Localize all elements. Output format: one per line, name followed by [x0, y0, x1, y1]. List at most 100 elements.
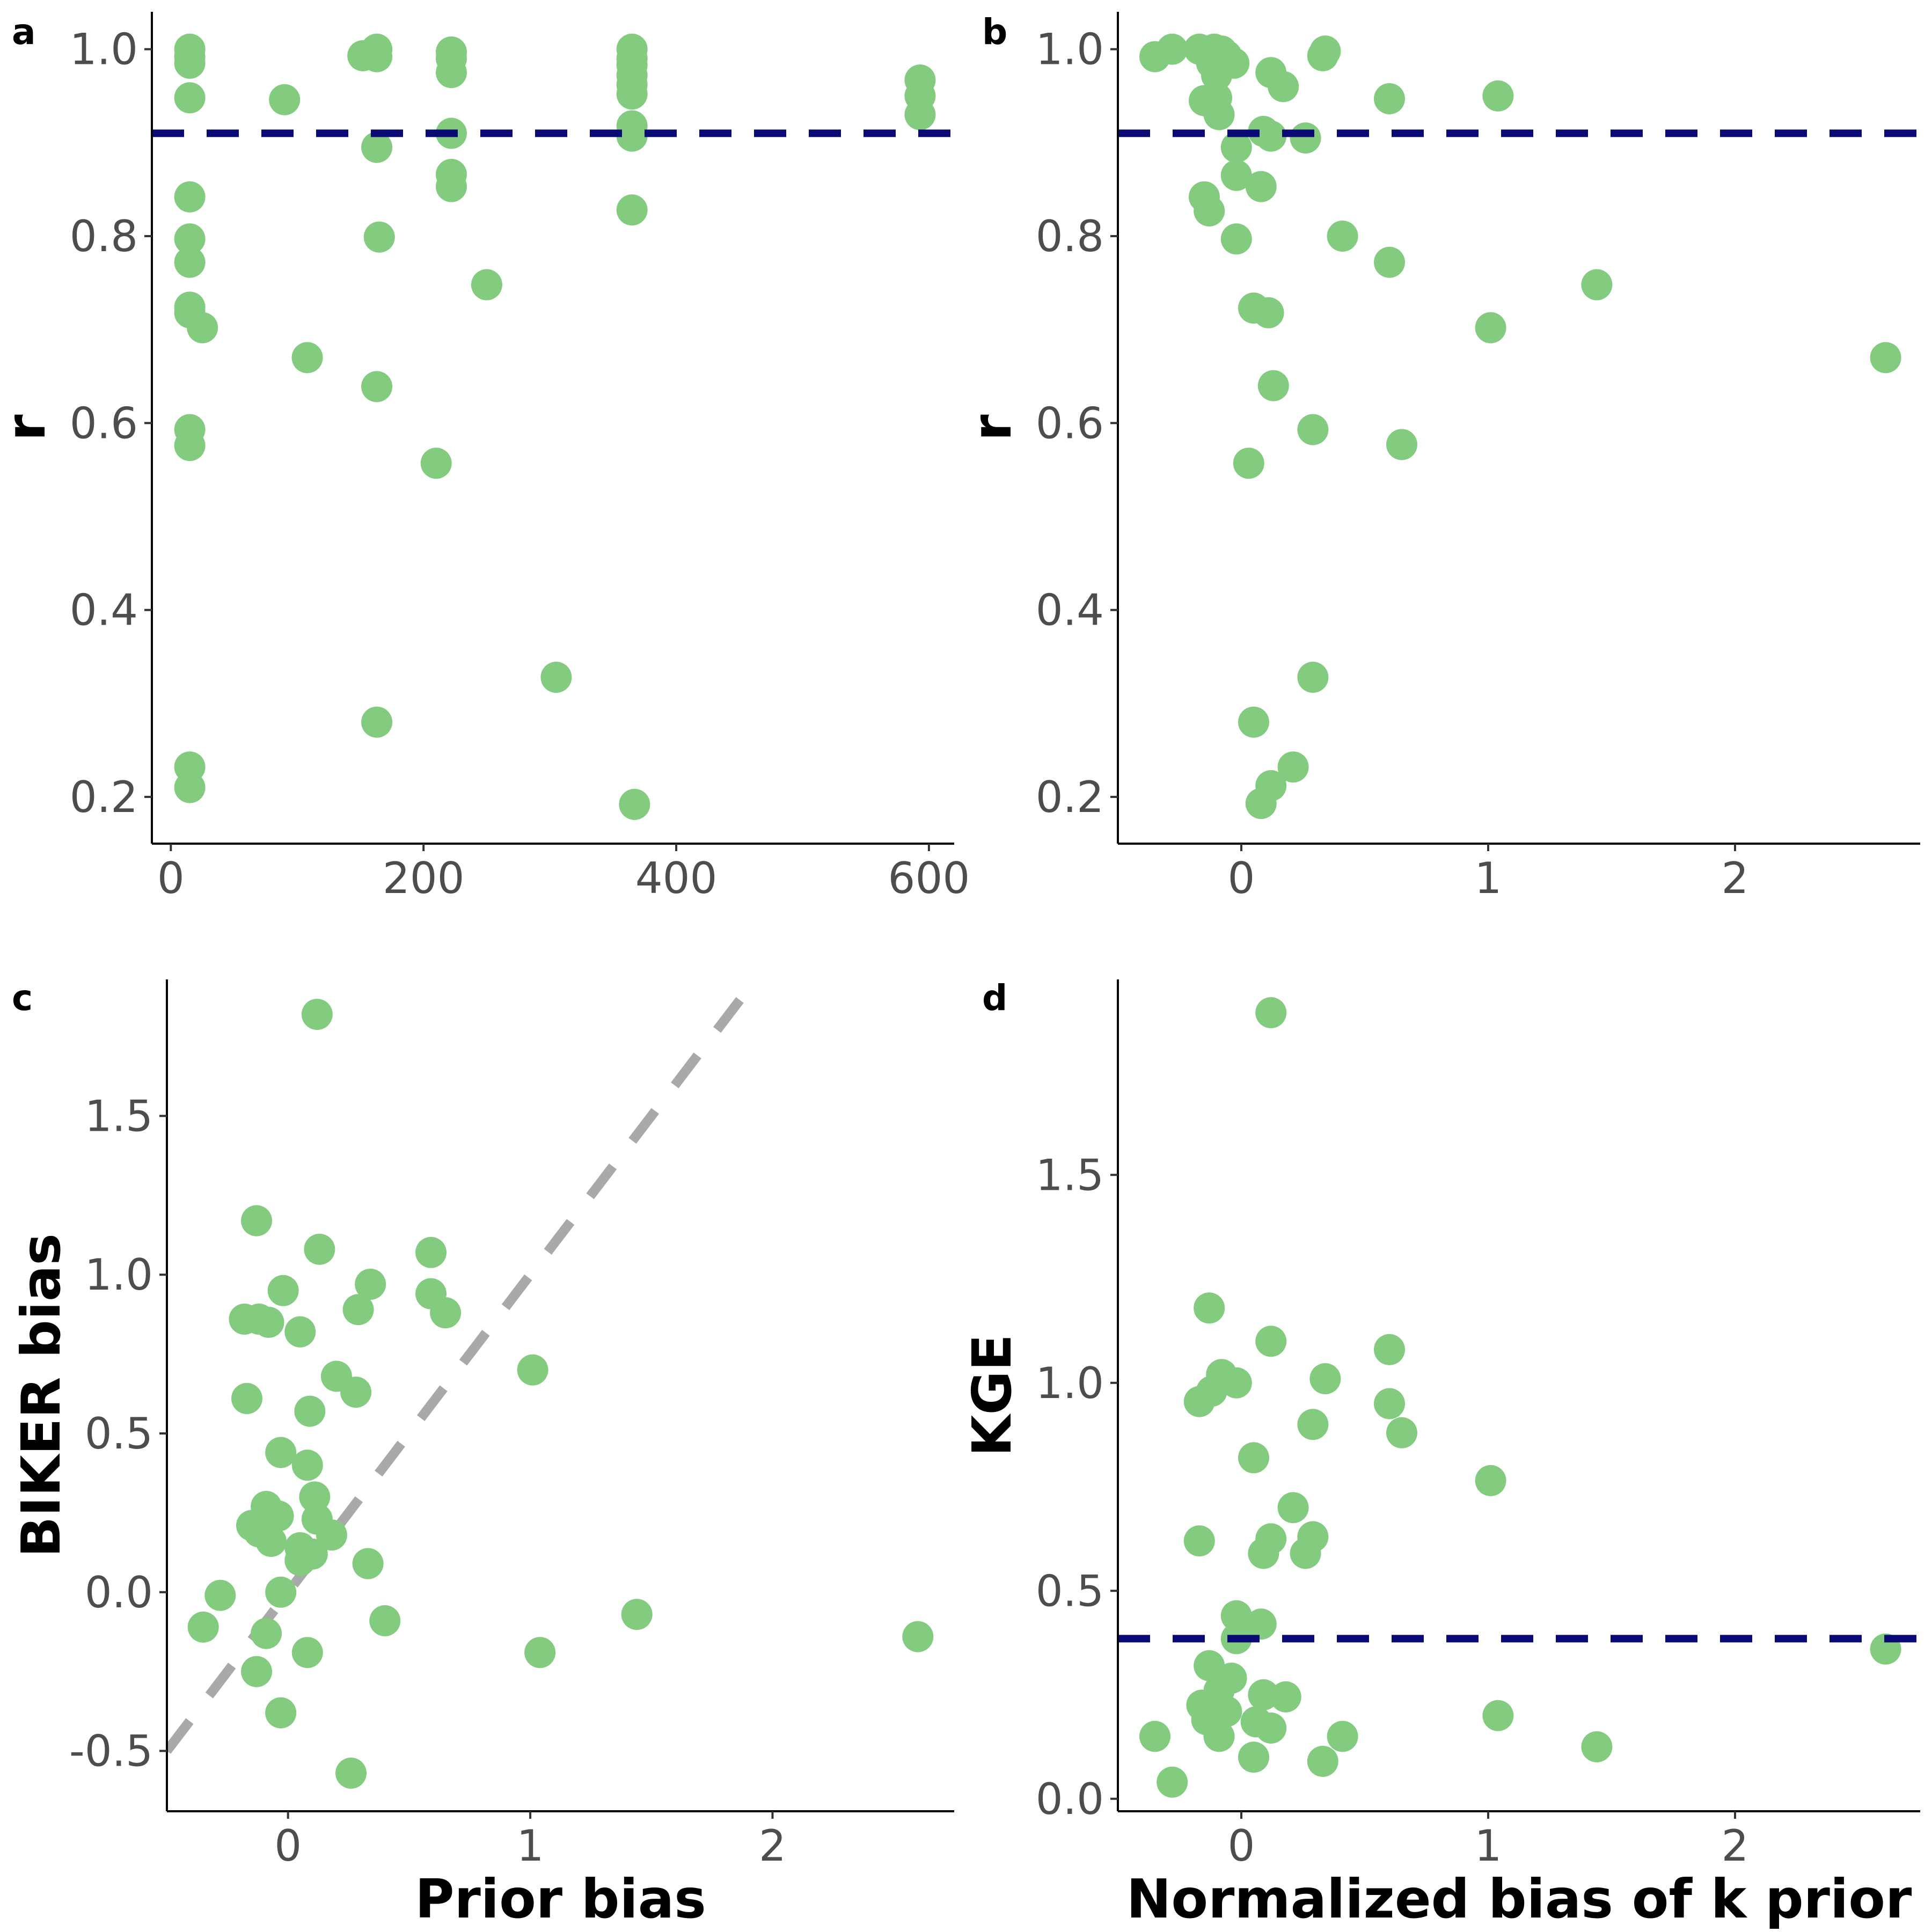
data-point — [316, 1519, 347, 1551]
data-point — [616, 194, 648, 226]
data-point — [340, 1377, 372, 1408]
data-point — [1297, 414, 1329, 445]
panel-a: a 0.2 0.4 0.6 0.8 1.0 0 200 400 600 r — [0, 11, 970, 903]
data-point — [1581, 1731, 1613, 1762]
x-tick-label: 1 — [1475, 853, 1502, 903]
data-point — [361, 131, 393, 163]
data-point — [335, 1758, 367, 1789]
data-point — [1194, 195, 1225, 226]
data-point — [1870, 342, 1901, 374]
data-point — [1255, 997, 1287, 1028]
data-point — [361, 706, 393, 738]
data-point — [204, 1579, 236, 1611]
panel-tag-d: d — [982, 977, 1007, 1019]
panel-tag-a: a — [12, 11, 36, 53]
data-point — [1307, 40, 1338, 71]
y-tick-label: 1.0 — [1036, 1358, 1104, 1408]
data-point — [619, 788, 650, 820]
y-tick-label: 0.5 — [85, 1409, 153, 1459]
x-tick-label: 1 — [1475, 1821, 1502, 1871]
y-tick-label: 0.6 — [70, 398, 138, 448]
x-tick-label: 1 — [517, 1821, 544, 1871]
data-point — [1253, 297, 1284, 328]
data-point — [1220, 1367, 1252, 1399]
data-point — [1475, 1465, 1506, 1496]
data-point — [361, 41, 393, 72]
data-point — [355, 1268, 386, 1300]
data-point — [174, 246, 206, 278]
data-point — [415, 1236, 447, 1268]
data-point — [1201, 60, 1232, 91]
data-point — [1139, 1721, 1170, 1752]
data-point — [1482, 1700, 1514, 1731]
x-tick-label: 400 — [635, 853, 718, 903]
data-point — [1157, 33, 1188, 65]
data-point — [284, 1316, 316, 1348]
data-point — [1220, 159, 1252, 191]
data-point — [1220, 131, 1252, 163]
y-tick-label: 0.8 — [1036, 211, 1104, 261]
data-point — [187, 1611, 219, 1643]
data-point — [231, 1382, 262, 1414]
data-point — [1233, 448, 1264, 479]
data-point — [1581, 269, 1613, 301]
y-tick-label: 0.4 — [1036, 586, 1104, 635]
data-point — [301, 999, 333, 1030]
y-tick-label: 0.8 — [70, 211, 138, 261]
data-point — [174, 47, 206, 79]
y-tick-label: 1.0 — [85, 1250, 153, 1300]
data-point — [291, 1450, 323, 1481]
data-point — [361, 371, 393, 402]
data-point — [430, 1297, 462, 1329]
data-point — [1220, 223, 1252, 255]
data-point — [540, 662, 572, 693]
data-point — [420, 448, 452, 479]
data-point — [616, 78, 648, 110]
points-a — [174, 33, 936, 820]
data-point — [1270, 1681, 1301, 1713]
x-tick-label: 2 — [1722, 1821, 1749, 1871]
data-point — [265, 1576, 297, 1608]
x-tick-label: 0 — [157, 853, 185, 903]
data-point — [253, 1306, 284, 1338]
y-tick-label: 1.5 — [85, 1091, 153, 1141]
y-tick-label: 0.4 — [70, 586, 138, 635]
panel-c: c -0.5 0.0 0.5 1.0 1.5 0 1 2 BIKER bias Prior bias — [10, 977, 954, 1930]
data-point — [369, 1605, 401, 1637]
data-point — [1327, 220, 1358, 252]
data-point — [363, 221, 395, 253]
data-point — [1203, 99, 1235, 130]
panel-tag-c: c — [12, 977, 33, 1019]
data-point — [1255, 120, 1287, 152]
data-point — [304, 1233, 335, 1265]
data-point — [1245, 1608, 1277, 1640]
data-point — [1203, 1721, 1235, 1752]
data-point — [284, 1545, 316, 1576]
data-point — [1277, 751, 1309, 783]
points-c — [187, 999, 934, 1789]
data-point — [174, 82, 206, 114]
data-point — [1245, 788, 1277, 819]
y-axis-title: KGE — [961, 1334, 1023, 1457]
x-tick-label: 2 — [759, 1821, 786, 1871]
data-point — [1268, 71, 1299, 103]
x-tick-label: 600 — [888, 853, 970, 903]
data-point — [269, 84, 301, 115]
data-point — [435, 57, 467, 89]
x-tick-label: 200 — [383, 853, 465, 903]
data-point — [1307, 1746, 1338, 1777]
y-tick-label: 0.2 — [1036, 772, 1104, 822]
data-point — [621, 1599, 653, 1630]
y-axis-title: r — [961, 414, 1023, 441]
data-point — [435, 171, 467, 202]
data-point — [187, 312, 218, 343]
data-point — [1220, 1600, 1252, 1631]
data-point — [524, 1637, 556, 1668]
data-point — [241, 1205, 273, 1236]
y-axis-title: r — [0, 414, 57, 441]
data-point — [1297, 1409, 1329, 1440]
y-tick-label: 0.6 — [1036, 398, 1104, 448]
points-d — [1139, 997, 1901, 1798]
data-point — [174, 772, 206, 803]
